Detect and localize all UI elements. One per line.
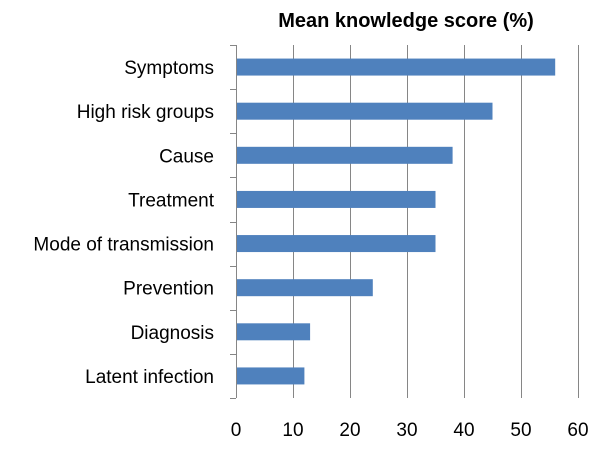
category-label-6: Diagnosis — [131, 323, 214, 344]
bar-7 — [237, 367, 305, 385]
x-tick-label-2: 20 — [339, 420, 360, 441]
bar-1 — [237, 102, 493, 120]
x-tick-label-4: 40 — [453, 420, 474, 441]
category-label-1: High risk groups — [77, 102, 214, 123]
category-label-2: Cause — [159, 146, 214, 167]
x-tick-label-3: 30 — [396, 420, 417, 441]
bar-3 — [237, 190, 436, 208]
x-tick-label-0: 0 — [231, 420, 242, 441]
chart-title: Mean knowledge score (%) — [278, 10, 534, 32]
category-label-7: Latent infection — [85, 367, 214, 388]
bar-2 — [237, 146, 453, 164]
bar-4 — [237, 235, 436, 253]
x-tick-label-6: 60 — [567, 420, 588, 441]
category-label-0: Symptoms — [124, 58, 214, 79]
category-label-5: Prevention — [123, 279, 214, 300]
bar-0 — [237, 58, 556, 76]
category-label-3: Treatment — [128, 190, 215, 211]
x-tick-label-5: 50 — [510, 420, 531, 441]
bar-6 — [237, 323, 311, 341]
bar-5 — [237, 279, 373, 297]
x-tick-label-1: 10 — [282, 420, 303, 441]
category-label-4: Mode of transmission — [33, 235, 214, 256]
